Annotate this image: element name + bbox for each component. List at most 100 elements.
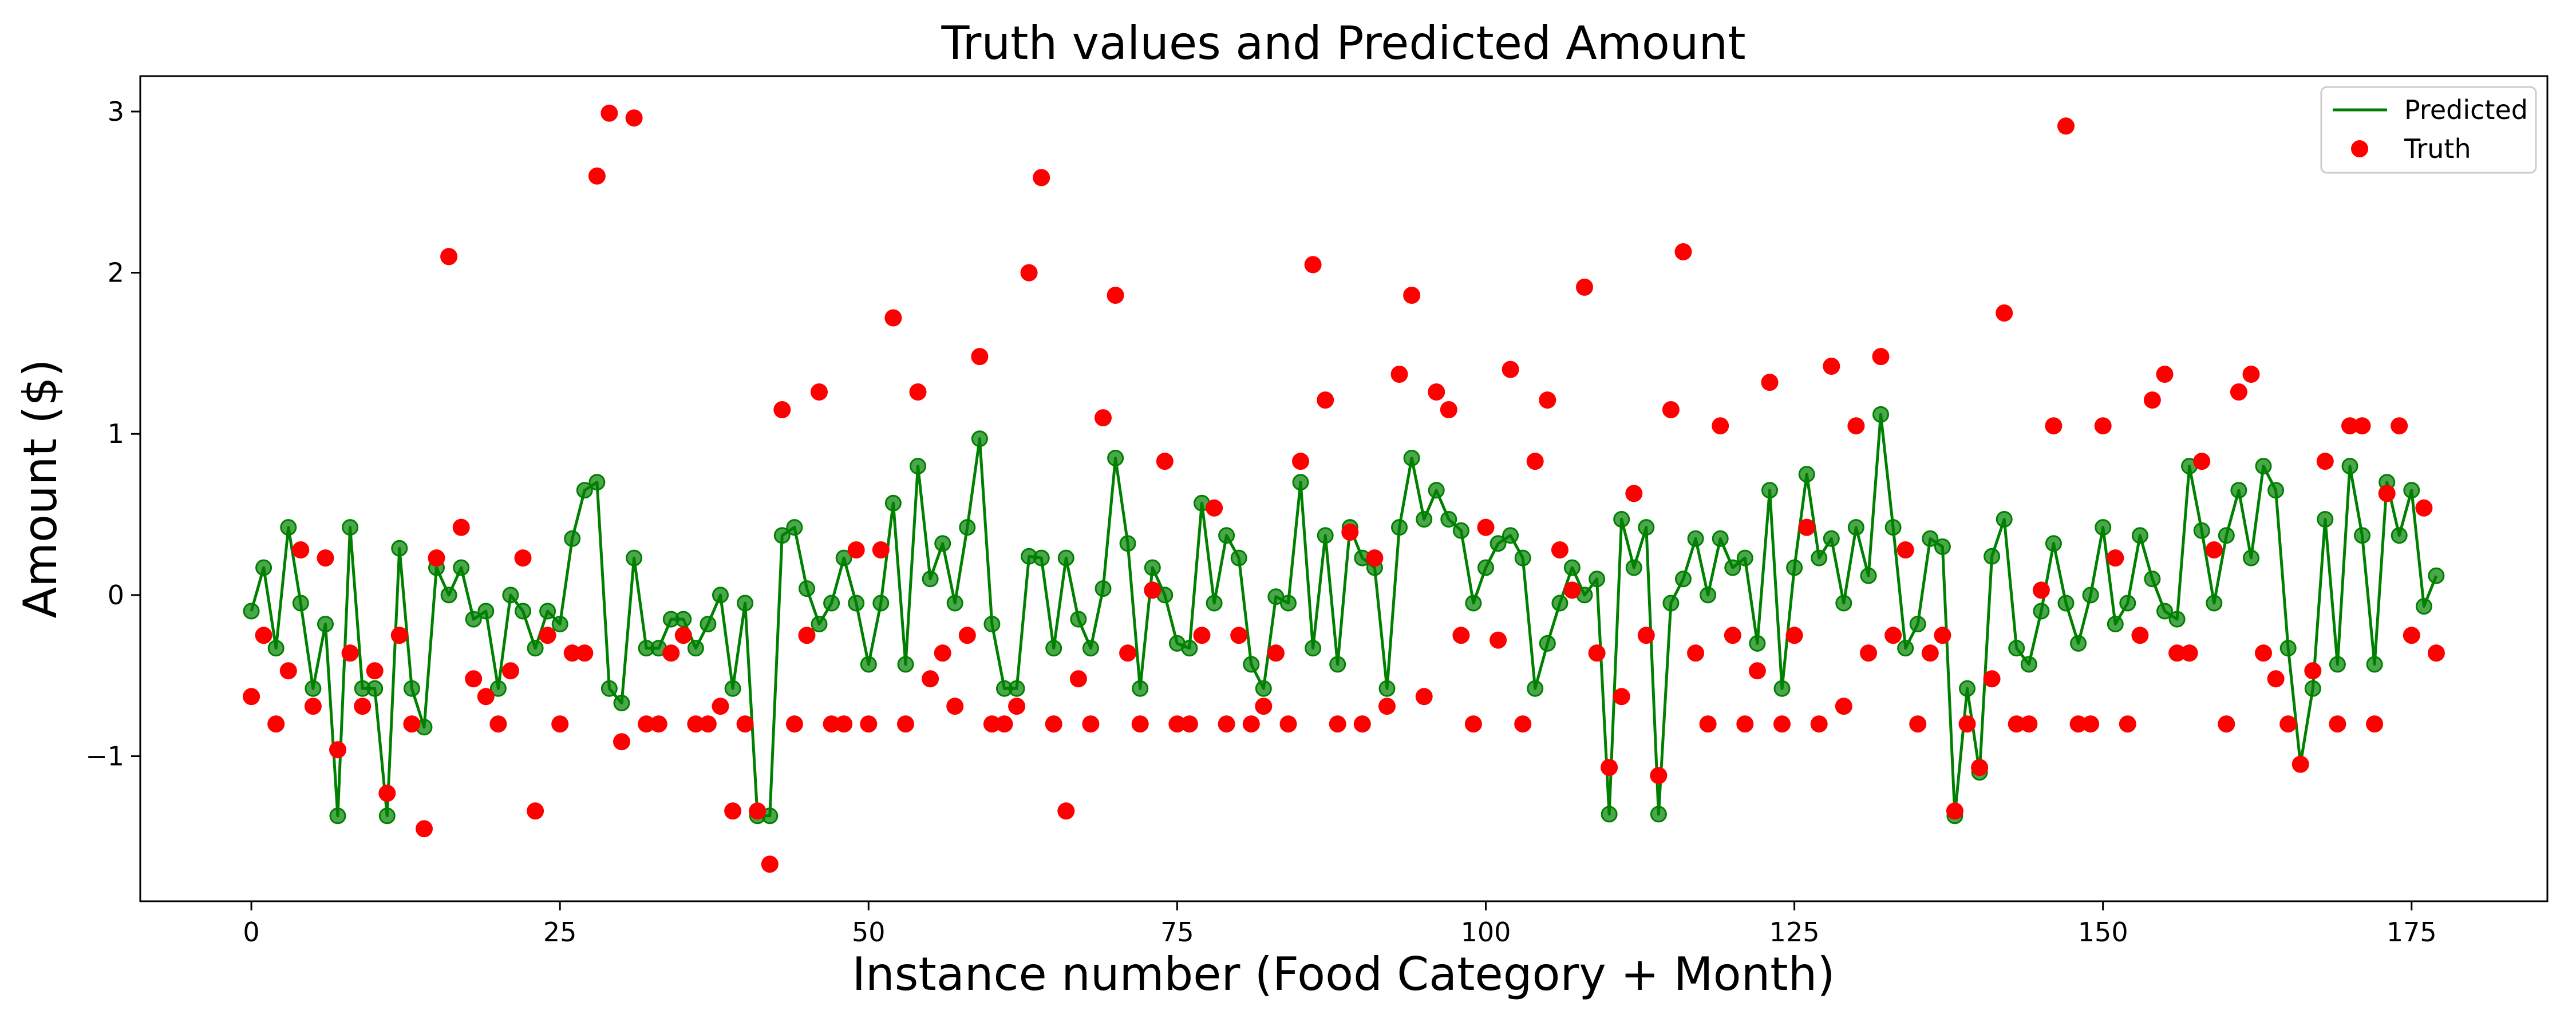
predicted-point [1082, 640, 1099, 657]
truth-point [773, 401, 791, 418]
predicted-point [515, 603, 531, 620]
truth-point [514, 549, 532, 567]
predicted-point [1712, 530, 1729, 547]
predicted-point [1527, 680, 1544, 697]
truth-point [1193, 627, 1211, 644]
truth-point [1563, 581, 1581, 599]
truth-point [551, 715, 569, 733]
truth-point [860, 715, 878, 733]
x-tick-label: 25 [543, 917, 577, 948]
truth-point [1304, 256, 1322, 274]
truth-point [2353, 417, 2371, 435]
truth-point [1847, 417, 1865, 435]
truth-point [1909, 715, 1927, 733]
truth-point [2205, 541, 2223, 558]
truth-point [267, 715, 285, 733]
truth-point [2094, 417, 2112, 435]
truth-point [1637, 627, 1655, 644]
predicted-point [564, 530, 581, 547]
predicted-point [2082, 587, 2099, 604]
truth-point [1390, 366, 1408, 383]
truth-point [1057, 802, 1075, 820]
truth-point [638, 715, 655, 733]
predicted-point [317, 616, 334, 633]
truth-point [1082, 715, 1100, 733]
predicted-point [1650, 806, 1667, 823]
predicted-point [1045, 640, 1062, 657]
predicted-point [1811, 549, 1828, 566]
predicted-point [1872, 406, 1889, 423]
predicted-point [1773, 680, 1791, 697]
truth-point [600, 104, 618, 122]
predicted-point [1107, 450, 1124, 466]
truth-point [279, 662, 297, 680]
truth-point [995, 715, 1013, 733]
predicted-point [1823, 530, 1840, 547]
predicted-point [773, 527, 791, 544]
predicted-point [884, 494, 902, 512]
truth-point [847, 541, 865, 558]
predicted-point [1847, 519, 1864, 536]
truth-point [1218, 715, 1235, 733]
predicted-point [453, 559, 470, 576]
truth-point [1884, 627, 1902, 644]
predicted-point [1057, 549, 1074, 566]
truth-point [2069, 715, 2087, 733]
truth-point [811, 383, 828, 401]
predicted-point [280, 519, 297, 536]
truth-point [2082, 715, 2100, 733]
truth-point [588, 167, 606, 185]
x-tick-label: 175 [2387, 917, 2437, 948]
truth-point [934, 644, 951, 662]
predicted-point [1391, 519, 1408, 536]
truth-point [1823, 358, 1840, 375]
truth-point [1415, 688, 1433, 706]
truth-point [2107, 549, 2124, 567]
predicted-point [1181, 640, 1198, 657]
predicted-point [1736, 549, 1753, 566]
truth-point [1773, 715, 1791, 733]
y-axis: −1 0 1 2 3 [85, 96, 140, 772]
truth-point [1897, 541, 1914, 558]
predicted-point [1243, 656, 1260, 673]
truth-point [292, 541, 310, 558]
truth-point [1242, 715, 1260, 733]
predicted-point [2020, 656, 2037, 673]
predicted-point [2168, 611, 2186, 628]
predicted-point [922, 571, 939, 588]
truth-point [1107, 287, 1124, 304]
predicted-point [1749, 635, 1766, 652]
truth-point [922, 670, 939, 688]
truth-point [1971, 759, 1989, 777]
predicted-point [737, 595, 754, 612]
predicted-point [1601, 806, 1618, 823]
predicted-point [2206, 595, 2223, 612]
truth-point [1156, 453, 1174, 470]
truth-point [1020, 264, 1038, 282]
x-axis-label: Instance number (Food Category + Month) [852, 948, 1835, 1001]
y-tick-label: 0 [108, 580, 124, 611]
truth-point [2391, 417, 2408, 435]
truth-point [958, 627, 976, 644]
truth-point [2045, 417, 2063, 435]
truth-point [1317, 391, 1334, 409]
predicted-point [1675, 571, 1692, 588]
predicted-point [1292, 474, 1309, 491]
truth-point [1477, 518, 1495, 536]
predicted-point [1477, 559, 1494, 576]
truth-point [2279, 715, 2297, 733]
predicted-point [712, 587, 729, 604]
truth-point [2119, 715, 2136, 733]
predicted-point [1403, 450, 1420, 466]
predicted-point [1884, 519, 1902, 536]
predicted-point [489, 680, 507, 697]
truth-point [576, 644, 594, 662]
truth-point [403, 715, 421, 733]
predicted-point [1502, 527, 1519, 544]
predicted-point [2329, 656, 2346, 673]
predicted-point [1687, 530, 1704, 547]
truth-point [1378, 698, 1396, 715]
predicted-point [2366, 656, 2383, 673]
truth-point [1514, 715, 1532, 733]
truth-point [2427, 644, 2445, 662]
